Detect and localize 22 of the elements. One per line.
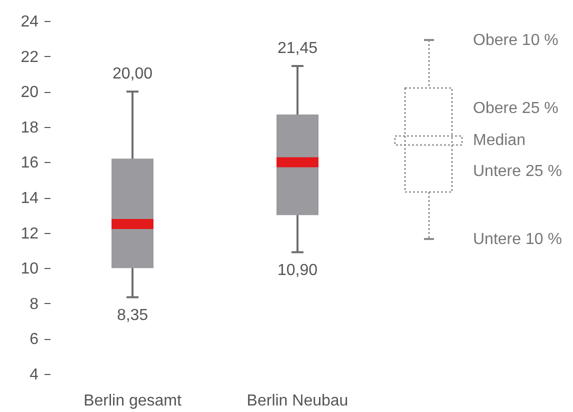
y-tick-label: 12	[20, 225, 39, 242]
x-tick-label: Berlin gesamt	[84, 392, 182, 410]
text: Untere 10 %	[473, 231, 562, 248]
y-tick-label: 18	[20, 119, 39, 136]
y-tick-label: 20	[20, 84, 39, 102]
y-tick-label: 10	[20, 260, 39, 278]
annotation: 20,00	[112, 66, 153, 83]
y-tick-label: 24	[20, 14, 39, 30]
x-tick-label: Berlin Neubau	[246, 392, 348, 410]
annotation: 8,35	[116, 307, 148, 324]
annotation: 10,90	[277, 262, 318, 280]
y-tick-label: 14	[20, 190, 39, 207]
text: Obere 25 %	[473, 100, 558, 118]
y-tick-label: 8	[30, 296, 39, 313]
y-tick-label: 4	[30, 366, 39, 384]
y-tick-label: 16	[20, 154, 39, 172]
text: Median	[473, 132, 526, 150]
y-tick-label: 22	[20, 48, 39, 66]
text: Untere 25 %	[473, 163, 562, 180]
text: Obere 10 %	[473, 32, 558, 50]
y-tick-label: 6	[30, 331, 39, 348]
annotation: 21,45	[277, 40, 318, 58]
